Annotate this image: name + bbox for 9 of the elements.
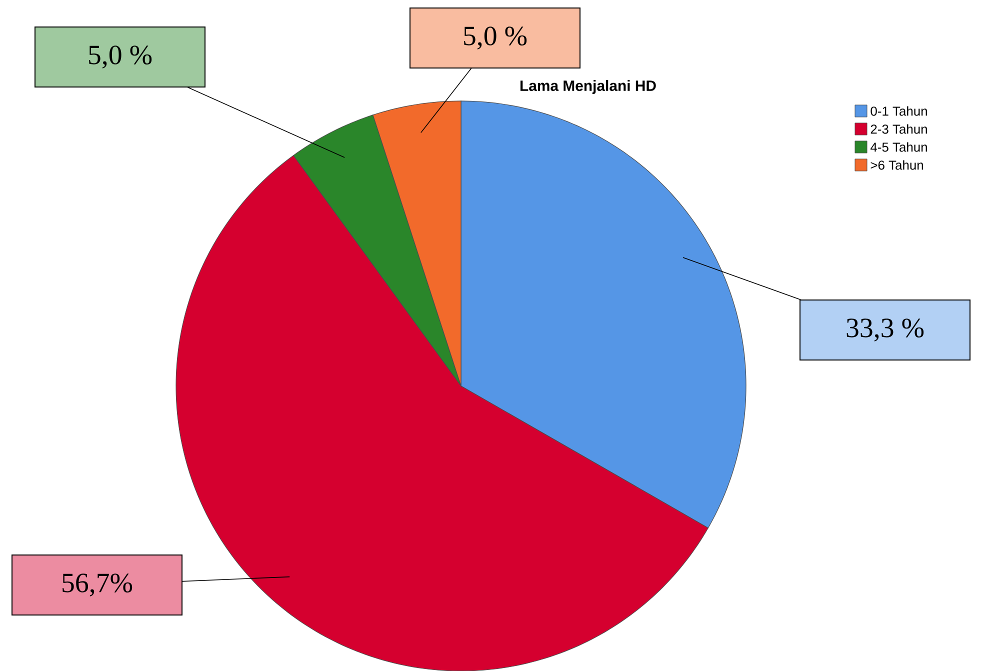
legend-label: 4-5 Tahun [870,142,927,152]
legend-label: 2-3 Tahun [870,124,927,134]
data-label: 33,3 % [846,318,924,342]
data-label: 5,0 % [464,26,527,50]
data-label: 5,0 % [89,45,152,68]
legend-label: >6 Tahun [870,160,924,170]
text: Lama Menjalani HD [520,80,656,94]
data-label: 56,7% [62,573,132,596]
legend-label: 0-1 Tahun [870,106,927,116]
